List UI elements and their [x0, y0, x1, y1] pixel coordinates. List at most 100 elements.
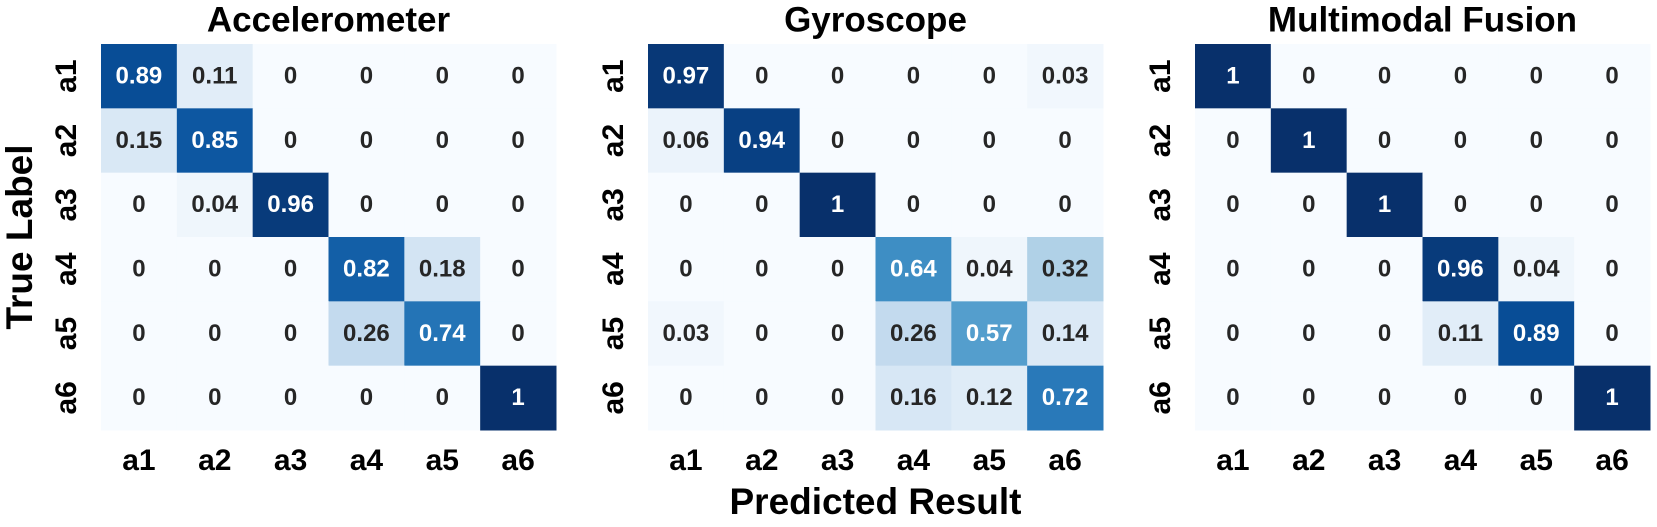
- heatmap-cell: [799, 237, 876, 302]
- x-tick-label: a4: [350, 444, 384, 477]
- heatmap-cell: [176, 44, 254, 109]
- heatmap-cell: [1195, 237, 1272, 302]
- heatmap-cell: [648, 237, 725, 302]
- cell-label: 1: [1226, 63, 1239, 90]
- cell-label: 1: [831, 191, 844, 218]
- heatmap-cell: [480, 172, 557, 238]
- cell-label: 0: [360, 191, 373, 218]
- heatmap-cell: [723, 172, 801, 238]
- cell-label: 0: [831, 384, 844, 411]
- heatmap-cell: [176, 172, 254, 238]
- cell-label: 0.82: [343, 256, 390, 283]
- x-axis-label: Predicted Result: [730, 481, 1022, 522]
- heatmap-cell: [951, 365, 1028, 431]
- cell-label: 0.04: [1513, 256, 1560, 283]
- cell-label: 0: [1302, 384, 1315, 411]
- y-tick-label: a3: [597, 188, 630, 221]
- cell-label: 0: [1605, 63, 1618, 90]
- cell-label: 0: [831, 320, 844, 347]
- cell-label: 0: [831, 256, 844, 283]
- cell-label: 0: [679, 256, 692, 283]
- cell-label: 0: [907, 63, 920, 90]
- heatmap-cell: [252, 108, 329, 174]
- heatmap-cell: [1195, 301, 1272, 367]
- cell-label: 0: [1378, 384, 1391, 411]
- heatmap-cell: [723, 237, 801, 302]
- heatmap-cell: [404, 301, 481, 367]
- cell-label: 0: [755, 384, 768, 411]
- cell-label: 0: [436, 63, 449, 90]
- cell-label: 0: [1058, 127, 1071, 154]
- cell-label: 0: [132, 191, 145, 218]
- x-tick-label: a1: [122, 444, 155, 477]
- cell-label: 0.14: [1042, 320, 1089, 347]
- cell-label: 0: [360, 127, 373, 154]
- heatmap-cell: [648, 108, 725, 174]
- heatmap-cell: [1346, 44, 1423, 109]
- cell-label: 0.15: [116, 127, 163, 154]
- x-tick-label: a3: [1368, 444, 1401, 477]
- heatmap-cell: [1346, 172, 1423, 238]
- cell-label: 0.94: [738, 127, 785, 154]
- cell-label: 0.96: [267, 191, 314, 218]
- heatmap-cell: [723, 365, 801, 431]
- cell-label: 0: [284, 63, 297, 90]
- x-tick-label: a6: [1595, 444, 1628, 477]
- heatmap-cell: [875, 301, 952, 367]
- cell-label: 0.16: [890, 384, 937, 411]
- heatmap-cell: [875, 237, 952, 302]
- cell-label: 0: [1226, 320, 1239, 347]
- cell-label: 0.26: [890, 320, 937, 347]
- heatmap-cell: [1498, 237, 1575, 302]
- cell-label: 0: [1378, 320, 1391, 347]
- heatmap-cell: [875, 108, 952, 174]
- y-tick-label: a1: [50, 59, 83, 92]
- x-tick-label: a3: [821, 444, 854, 477]
- heatmap-cell: [1195, 365, 1272, 431]
- heatmap-cell: [1574, 301, 1651, 367]
- cell-label: 0: [755, 256, 768, 283]
- heatmap-cell: [1027, 301, 1104, 367]
- heatmap-cell: [648, 365, 725, 431]
- heatmap-cell: [799, 172, 876, 238]
- heatmap-cell: [1422, 365, 1499, 431]
- y-tick-label: a2: [1144, 124, 1177, 157]
- cell-label: 0: [1530, 63, 1543, 90]
- heatmap-cell: [101, 365, 178, 431]
- cell-label: 0.72: [1042, 384, 1089, 411]
- y-tick-label: a1: [597, 59, 630, 92]
- x-tick-label: a1: [669, 444, 702, 477]
- heatmap-cell: [328, 237, 405, 302]
- heatmap-cell: [480, 237, 557, 302]
- heatmap-cell: [1346, 301, 1423, 367]
- cell-label: 0: [511, 256, 524, 283]
- cell-label: 0: [1302, 191, 1315, 218]
- y-tick-label: a6: [50, 381, 83, 414]
- cell-label: 0: [1454, 127, 1467, 154]
- heatmap-cell: [1027, 44, 1104, 109]
- cell-label: 0: [1226, 384, 1239, 411]
- x-tick-label: a6: [1048, 444, 1081, 477]
- heatmap-cell: [1574, 365, 1651, 431]
- heatmap-cell: [1270, 172, 1348, 238]
- chart-title: Accelerometer: [207, 0, 451, 39]
- cell-label: 0: [284, 384, 297, 411]
- heatmap-cell: [1027, 108, 1104, 174]
- x-tick-label: a2: [1292, 444, 1325, 477]
- cell-label: 0.26: [343, 320, 390, 347]
- x-tick-label: a5: [426, 444, 459, 477]
- heatmap-cell: [101, 237, 178, 302]
- heatmap-cell: [252, 365, 329, 431]
- cell-label: 0: [208, 320, 221, 347]
- heatmap-cell: [723, 44, 801, 109]
- cell-label: 0: [1605, 320, 1618, 347]
- cell-label: 0: [511, 191, 524, 218]
- heatmap-cell: [101, 172, 178, 238]
- y-tick-label: a4: [597, 252, 630, 286]
- cell-label: 0.97: [663, 63, 710, 90]
- cell-label: 0: [132, 384, 145, 411]
- heatmap-cell: [799, 44, 876, 109]
- cell-label: 0: [831, 63, 844, 90]
